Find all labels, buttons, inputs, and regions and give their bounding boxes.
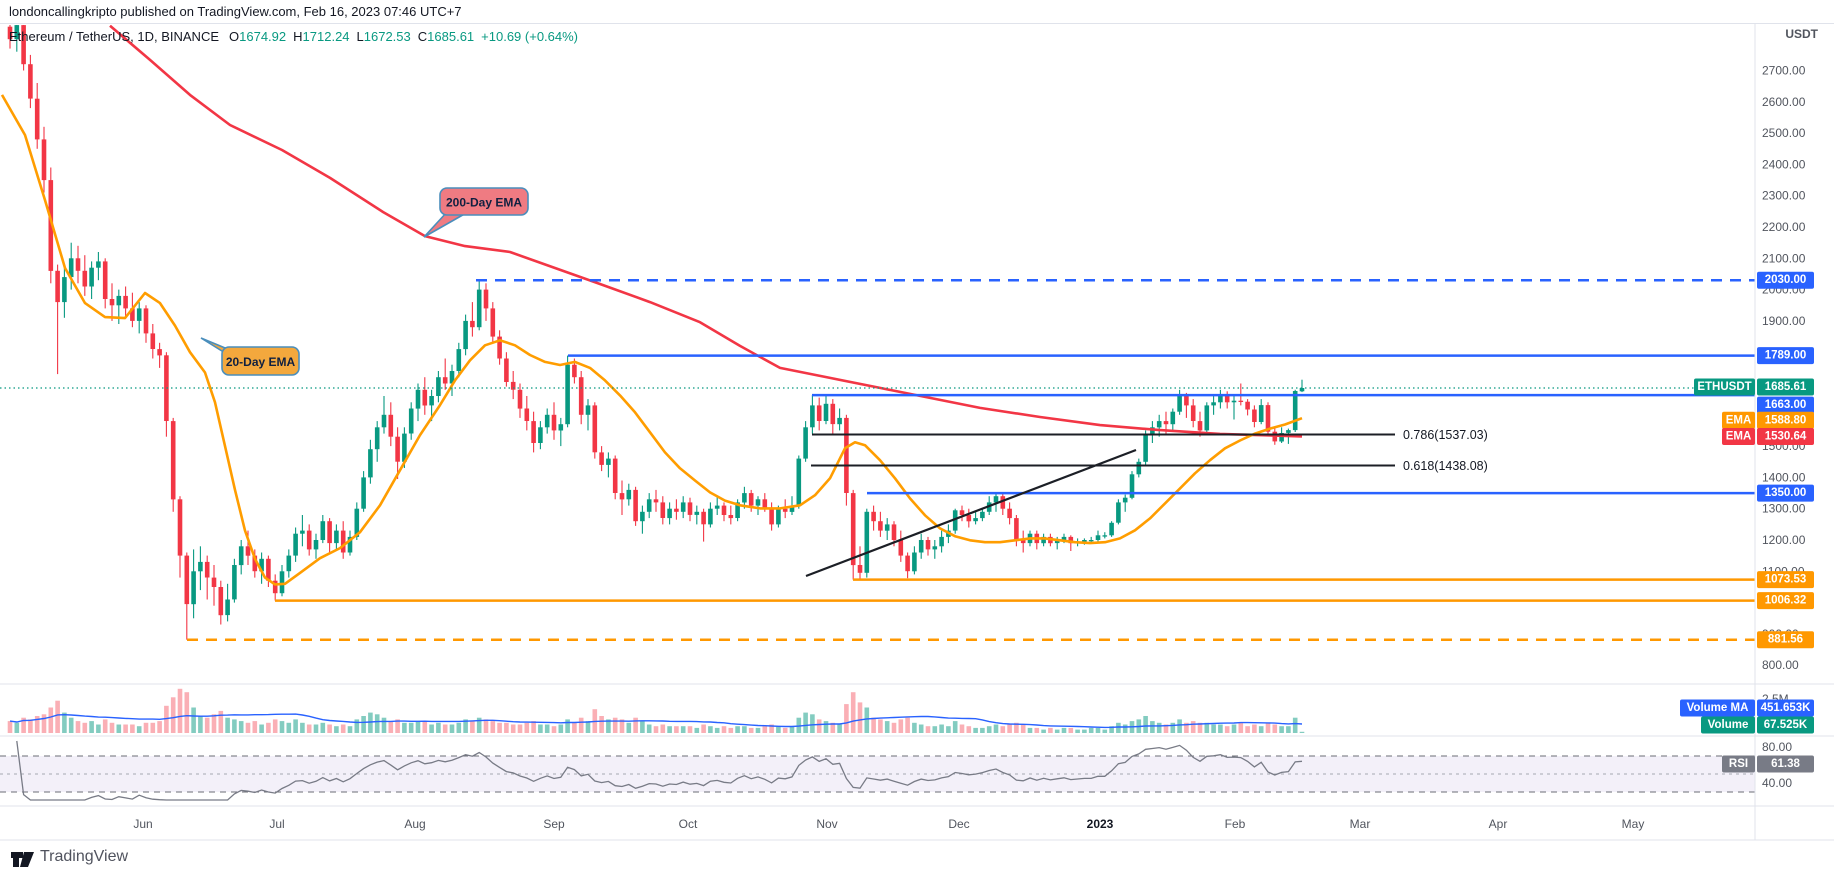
svg-text:Aug: Aug [404,817,425,831]
fib-levels: 0.786(1537.03) 0.618(1438.08) [811,428,1488,473]
svg-text:1350.00: 1350.00 [1765,487,1807,499]
svg-text:RSI: RSI [1729,758,1748,770]
svg-text:20-Day EMA: 20-Day EMA [226,355,296,369]
time-axis[interactable]: Jun Jul Aug Sep Oct Nov Dec 2023 Feb Mar Apr May [133,817,1644,831]
svg-text:1789.00: 1789.00 [1765,350,1807,362]
svg-text:0.618(1438.08): 0.618(1438.08) [1403,459,1488,473]
svg-text:1006.32: 1006.32 [1765,595,1807,607]
svg-text:0.786(1537.03): 0.786(1537.03) [1403,428,1488,442]
svg-text:1400.00: 1400.00 [1762,470,1806,484]
high-label: H [293,29,303,44]
low-label: L [356,29,364,44]
svg-text:Feb: Feb [1225,817,1246,831]
svg-text:2300.00: 2300.00 [1762,189,1806,203]
svg-text:2500.00: 2500.00 [1762,126,1806,140]
svg-text:1685.61: 1685.61 [1765,381,1807,393]
level-lines [187,278,1755,641]
svg-text:1300.00: 1300.00 [1762,502,1806,516]
rsi-line [16,740,1303,801]
svg-text:EMA: EMA [1726,414,1752,426]
svg-text:ETHUSDT: ETHUSDT [1697,381,1751,393]
svg-text:1200.00: 1200.00 [1762,533,1806,547]
open-label: O [229,29,240,44]
volume-bars [7,688,1305,733]
rsi-band [0,755,1755,793]
svg-text:Mar: Mar [1350,817,1371,831]
svg-text:Apr: Apr [1489,817,1508,831]
ema20-line [0,94,1303,586]
footer: TradingView [0,842,1834,875]
svg-text:2400.00: 2400.00 [1762,157,1806,171]
svg-text:May: May [1622,817,1645,831]
svg-text:Dec: Dec [948,817,969,831]
svg-text:2200.00: 2200.00 [1762,220,1806,234]
close-value: 1685.61 [427,29,475,44]
svg-text:61.38: 61.38 [1771,758,1800,770]
change-value: +10.69 (+0.64%) [481,29,579,44]
close-label: C [417,29,428,44]
price-axis-unit: USDT [1785,27,1818,41]
svg-text:EMA: EMA [1726,431,1752,443]
svg-text:2600.00: 2600.00 [1762,95,1806,109]
svg-text:2023: 2023 [1087,817,1114,831]
pane-separators [0,23,1834,841]
svg-text:80.00: 80.00 [1762,740,1792,754]
axis-badges: 2030.00 1789.00 ETHUSDT 1685.61 1663.00 EMA 15… [1680,271,1814,773]
open-value: 1674.92 [239,29,287,44]
svg-text:Jul: Jul [269,817,284,831]
high-value: 1712.24 [302,29,350,44]
low-value: 1672.53 [363,29,411,44]
svg-text:Oct: Oct [679,817,698,831]
ema200-line [109,25,1303,438]
symbol-title[interactable]: Ethereum / TetherUS, 1D, BINANCE [9,29,220,44]
svg-text:2100.00: 2100.00 [1762,251,1806,265]
svg-text:Jun: Jun [133,817,152,831]
attribution-text: londoncallingkripto published on Trading… [9,4,462,19]
chart-legend: Ethereum / TetherUS, 1D, BINANCE O1674.92… [9,29,578,44]
svg-text:Sep: Sep [543,817,565,831]
svg-text:Volume: Volume [1708,719,1749,731]
svg-text:2030.00: 2030.00 [1765,274,1807,286]
svg-text:67.525K: 67.525K [1764,719,1808,731]
svg-text:881.56: 881.56 [1768,634,1803,646]
svg-text:1900.00: 1900.00 [1762,314,1806,328]
svg-text:1663.00: 1663.00 [1765,399,1807,411]
tradingview-logo-icon[interactable] [10,847,36,871]
callout-200-day-ema: 200-Day EMA [423,187,529,238]
svg-text:800.00: 800.00 [1762,658,1799,672]
svg-text:200-Day EMA: 200-Day EMA [446,196,522,210]
trendline [805,448,1137,578]
svg-text:Volume MA: Volume MA [1687,702,1749,714]
tradingview-wordmark[interactable]: TradingView [40,848,129,865]
svg-text:2700.00: 2700.00 [1762,64,1806,78]
callout-20-day-ema: 20-Day EMA [200,337,300,376]
svg-text:Nov: Nov [816,817,837,831]
svg-text:451.653K: 451.653K [1761,702,1812,714]
svg-text:1530.64: 1530.64 [1765,431,1807,443]
svg-text:40.00: 40.00 [1762,776,1792,790]
volume-ma-line [9,713,1303,729]
svg-text:1588.80: 1588.80 [1765,414,1807,426]
attribution-bar: londoncallingkripto published on Trading… [0,0,1834,24]
svg-text:1073.53: 1073.53 [1765,574,1807,586]
